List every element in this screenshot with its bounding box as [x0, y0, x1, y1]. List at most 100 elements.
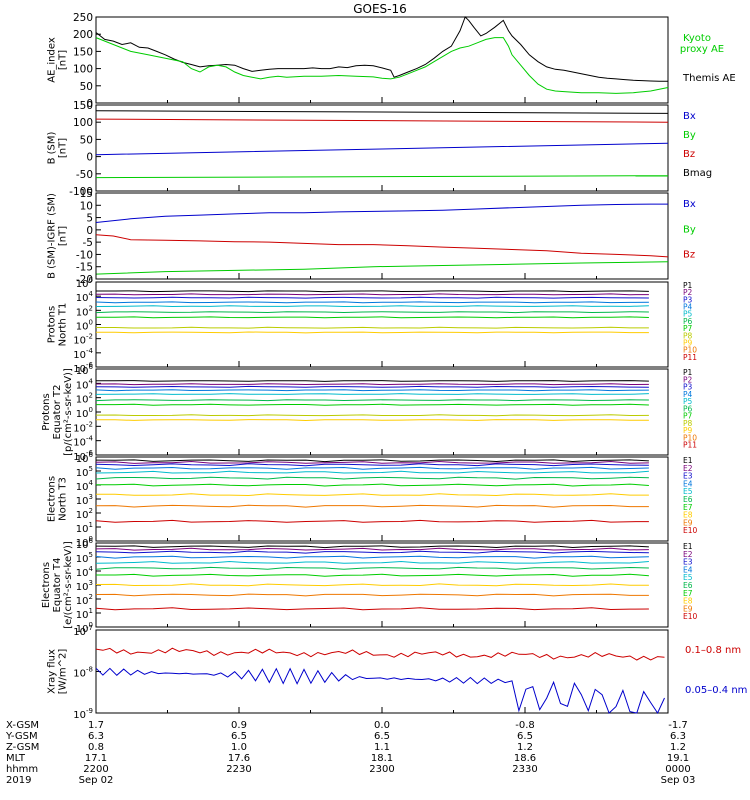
y-axis-label: ProtonsEquator T2[p/(cm²-s-sr-keV)]: [41, 368, 74, 456]
axis-row-label: MLT: [6, 753, 26, 764]
series-line: [95, 593, 649, 597]
legend-label: P7: [683, 324, 693, 333]
axis-value: 18.6: [514, 753, 536, 764]
series-line: [95, 118, 669, 123]
figure-title: GOES-16: [353, 2, 407, 16]
y-tick-label: 105: [76, 465, 93, 479]
series-line: [95, 175, 669, 179]
y-tick-label: 103: [76, 493, 93, 507]
legend-label: P2: [683, 375, 693, 384]
axis-row-label: X-GSM: [6, 720, 39, 731]
legend-label: Themis AE: [682, 73, 736, 84]
series-line: [95, 301, 649, 304]
legend-label: E9: [683, 604, 693, 613]
legend-label: P5: [683, 397, 693, 406]
axis-row-label: Z-GSM: [6, 742, 39, 753]
series-line: [95, 385, 649, 388]
legend-label: E5: [683, 573, 693, 582]
axis-row-label: Y-GSM: [5, 731, 38, 742]
y-axis-label: Xray flux[W/m^2]: [47, 649, 69, 695]
series-line: [95, 37, 669, 94]
series-line: [95, 550, 649, 554]
legend-label: E4: [683, 565, 693, 574]
y-tick-label: 0: [86, 225, 93, 237]
y-axis-label: B (SM)-IGRF (SM)[nT]: [47, 193, 69, 279]
axis-value: 19.1: [667, 753, 689, 764]
legend-label: E3: [683, 472, 693, 481]
series-line: [95, 16, 668, 82]
series-line: [95, 504, 649, 508]
axis-value: 1.0: [231, 742, 247, 753]
legend-label: E10: [683, 612, 698, 621]
y-tick-label: -20: [76, 274, 93, 286]
y-tick-label: 105: [76, 551, 93, 565]
y-tick-label: 50: [80, 134, 93, 146]
y-tick-label: 100: [76, 406, 93, 420]
series-line: [95, 470, 649, 474]
axis-value: 6.3: [670, 731, 686, 742]
series-line: [95, 383, 649, 386]
y-tick-label: 10-4: [73, 347, 93, 361]
axis-value: Sep 03: [661, 775, 696, 786]
axis-row-label: 2019: [6, 775, 31, 786]
legend-label: P6: [683, 317, 693, 326]
axis-value: 2200: [83, 764, 108, 775]
axis-value: 6.5: [231, 731, 247, 742]
y-tick-label: 101: [76, 521, 93, 535]
legend-label: E2: [683, 464, 693, 473]
series-line-red: [95, 647, 665, 661]
axis-row-label: hhmm: [6, 764, 38, 775]
y-tick-label: 0: [86, 98, 93, 110]
legend-label: P10: [683, 346, 697, 355]
y-axis-label: B (SM)[nT]: [47, 131, 69, 164]
series-line: [95, 305, 649, 308]
legend-label: Bx: [683, 111, 696, 122]
y-tick-label: 100: [76, 621, 93, 635]
legend-label: By: [683, 130, 696, 141]
legend-label: E5: [683, 487, 693, 496]
legend-label: P6: [683, 404, 693, 413]
panel-frame: [95, 368, 669, 456]
series-line: [95, 607, 649, 611]
y-tick-label: 103: [76, 579, 93, 593]
series-line-blue: [95, 667, 665, 715]
y-tick-label: 150: [73, 46, 93, 58]
y-tick-label: 100: [73, 64, 93, 76]
y-tick-label: -15: [76, 262, 93, 274]
series-line: [95, 519, 649, 523]
y-tick-label: 10-6: [73, 361, 93, 375]
axis-value: 6.5: [374, 731, 390, 742]
series-line: [95, 261, 669, 275]
axis-value: 0000: [665, 764, 690, 775]
series-line: [95, 459, 649, 463]
y-tick-label: 0: [86, 152, 93, 164]
y-tick-label: 10: [80, 200, 93, 212]
panel-frame: [95, 16, 669, 104]
legend-label: E8: [683, 597, 693, 606]
axis-value: 6.3: [88, 731, 104, 742]
y-tick-label: 100: [76, 319, 93, 333]
y-tick-label: 50: [80, 81, 93, 93]
legend-label: P3: [683, 383, 693, 392]
legend-label: E2: [683, 550, 693, 559]
legend-label: E6: [683, 495, 693, 504]
series-line: [96, 331, 649, 334]
legend-label: P3: [683, 295, 693, 304]
y-tick-label: 100: [76, 535, 93, 549]
y-tick-label: 104: [76, 565, 94, 579]
series-line: [95, 466, 649, 470]
y-tick-label: 102: [76, 593, 93, 607]
legend-label: P11: [683, 353, 697, 362]
series-line: [96, 403, 649, 406]
series-line: [95, 203, 668, 223]
y-tick-label: 106: [76, 451, 94, 465]
y-tick-label: 106: [76, 363, 94, 377]
legend-label: E9: [683, 518, 693, 527]
axis-value: Sep 02: [79, 775, 114, 786]
series-line: [95, 234, 669, 258]
y-axis-label: ElectronsEquator T4[e/(cm²-s-sr-keV)]: [41, 541, 74, 629]
series-line: [96, 573, 649, 577]
legend-label: P8: [683, 419, 693, 428]
